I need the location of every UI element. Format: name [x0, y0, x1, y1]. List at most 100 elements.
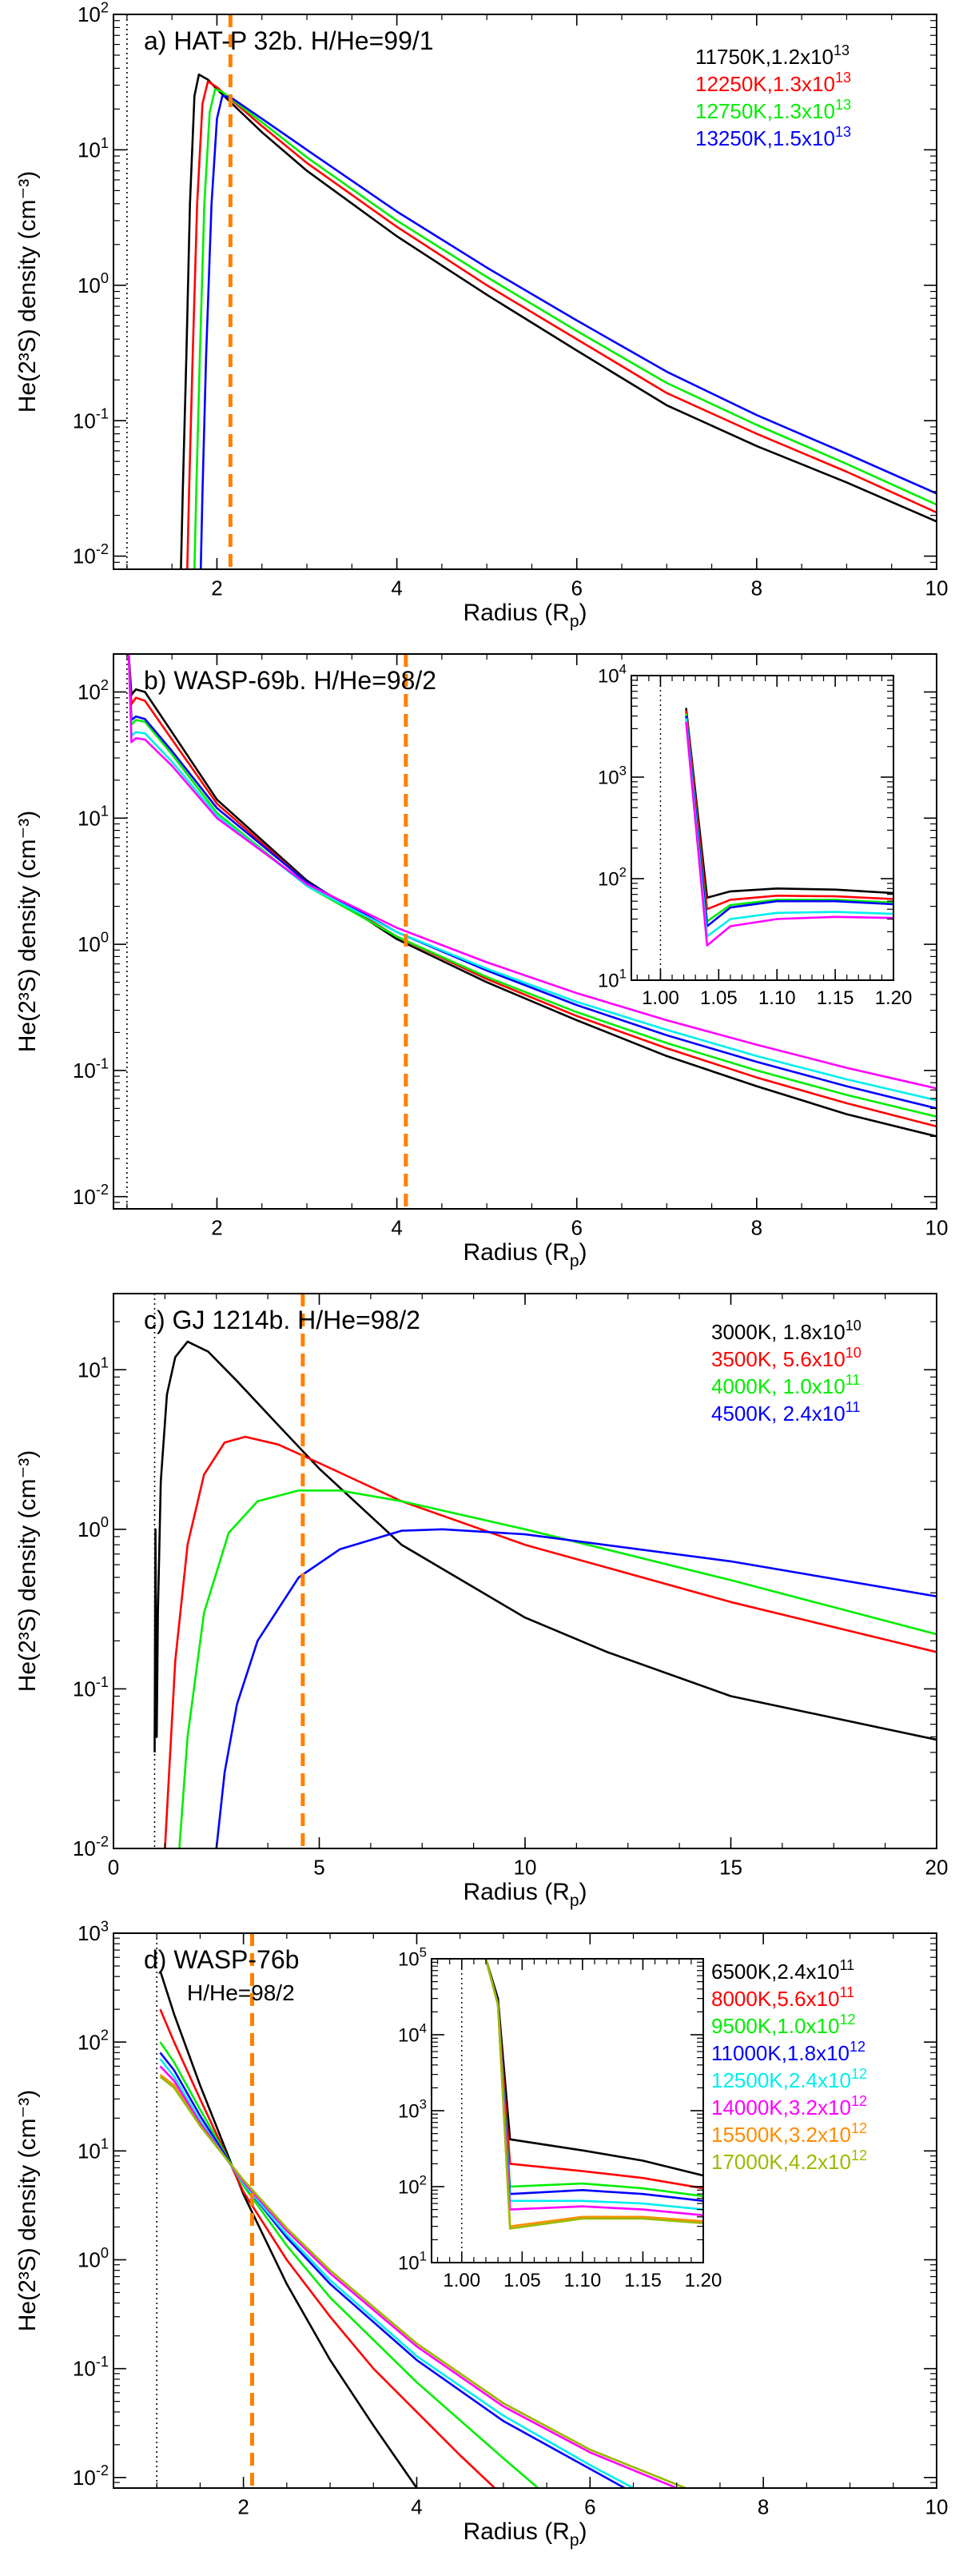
- y-tick-exponent: 2: [101, 0, 109, 15]
- y-tick-base: 10: [78, 273, 101, 297]
- legend-entry: 4000K, 1.0x1011: [711, 1372, 860, 1398]
- panel-series-4-line: [215, 1528, 937, 1848]
- inset-y-tick-label: 105: [398, 1945, 427, 1971]
- inset-x-tick-label: 1.05: [700, 987, 738, 1009]
- inset-y-tick-label: 104: [398, 2021, 427, 2047]
- y-tick-base: 10: [398, 1948, 420, 1970]
- panel-series-group: [127, 654, 937, 1138]
- legend-text: 4500K, 2.4x10: [711, 1402, 846, 1426]
- y-tick-base: 10: [398, 2024, 420, 2046]
- panel-x-tick-label: 2: [211, 1216, 222, 1240]
- panel-y-tick-label: 10-1: [73, 406, 109, 433]
- y-tick-exponent: -2: [96, 1833, 109, 1849]
- x-axis-label-main: Radius (R: [463, 2518, 569, 2545]
- legend-text: 12250K,1.3x10: [695, 72, 835, 96]
- panel-title-line2: H/He=98/2: [187, 1980, 295, 2005]
- panel-y-tick-label: 10-1: [73, 1055, 109, 1083]
- legend-entry: 12500K,2.4x1012: [711, 2066, 867, 2092]
- inset-x-tick-label: 1.15: [817, 987, 854, 1009]
- panel-series-6-line: [127, 654, 937, 1090]
- legend-exponent: 12: [851, 2093, 867, 2109]
- panel-y-tick-label: 101: [78, 2136, 109, 2163]
- y-tick-exponent: -2: [96, 1182, 109, 1198]
- y-axis-label: He(2³S) density (cm⁻³): [14, 1450, 41, 1693]
- y-tick-exponent: -1: [96, 1055, 109, 1071]
- y-tick-exponent: -1: [96, 1674, 109, 1690]
- panel-y-tick-label: 103: [78, 1918, 109, 1945]
- panel-x-tick-label: 10: [925, 1216, 949, 1240]
- panel-frame: [113, 14, 937, 570]
- y-tick-exponent: 5: [420, 1945, 427, 1960]
- panel-series-4-line: [159, 2052, 626, 2488]
- panel-y-tick-label: 100: [78, 1514, 109, 1541]
- legend-text: 3500K, 5.6x10: [711, 1347, 846, 1371]
- y-tick-exponent: 1: [101, 135, 109, 151]
- panel-y-tick-label: 10-2: [73, 1833, 109, 1860]
- y-axis-label: He(2³S) density (cm⁻³): [14, 811, 41, 1053]
- x-axis-label-main: Radius (R: [463, 1879, 569, 1905]
- panel-y-tick-label: 102: [78, 2028, 109, 2055]
- legend-entry: 12750K,1.3x1013: [695, 97, 851, 123]
- x-axis-label: Radius (Rp): [463, 1879, 587, 1910]
- y-tick-exponent: -1: [96, 2354, 109, 2370]
- y-tick-exponent: 1: [101, 1355, 109, 1371]
- panel-y-tick-label: 10-2: [73, 1182, 109, 1209]
- panel-series-2-line: [186, 80, 937, 569]
- panel-series-3-line: [127, 654, 937, 1118]
- panel-series-3-line: [178, 1489, 937, 1848]
- inset-x-tick-label: 1.20: [685, 2270, 722, 2291]
- panel-x-tick-label: 6: [571, 576, 582, 600]
- y-tick-base: 10: [398, 2176, 420, 2198]
- x-axis-label-main: Radius (R: [463, 600, 569, 626]
- inset-x-tick-label: 1.10: [758, 987, 796, 1009]
- panel-y-tick-label: 102: [78, 0, 109, 26]
- inset-series-1-line: [685, 708, 893, 899]
- y-tick-base: 10: [78, 932, 101, 956]
- panel-y-tick-label: 10-1: [73, 1674, 109, 1701]
- panel-x-tick-label: 20: [925, 1856, 949, 1880]
- y-tick-exponent: 2: [619, 865, 627, 880]
- legend-entry: 3500K, 5.6x1010: [711, 1345, 862, 1371]
- y-tick-base: 10: [73, 2466, 96, 2490]
- x-axis-label-close: ): [579, 1239, 587, 1266]
- y-axis-label: He(2³S) density (cm⁻³): [14, 2090, 41, 2332]
- panel-series-2-line: [164, 1435, 937, 1848]
- panel-series-1-line: [180, 73, 937, 569]
- y-tick-base: 10: [598, 665, 619, 687]
- y-tick-base: 10: [78, 138, 101, 161]
- panel-x-tick-label: 0: [108, 1856, 119, 1880]
- legend-exponent: 10: [846, 1345, 862, 1361]
- x-axis-label-main: Radius (R: [463, 1239, 569, 1266]
- x-axis-label-close: ): [579, 1879, 587, 1905]
- panel-x-tick-label: 2: [237, 2495, 249, 2519]
- y-tick-base: 10: [78, 2139, 101, 2163]
- legend-exponent: 13: [835, 124, 851, 140]
- panel-x-tick-label: 4: [391, 576, 402, 600]
- y-tick-base: 10: [398, 2252, 420, 2274]
- legend-exponent: 12: [851, 2066, 867, 2082]
- panel-x-tick-label: 4: [411, 2495, 422, 2519]
- legend-entry: 12250K,1.3x1013: [695, 70, 851, 96]
- inset-series-2-line: [685, 710, 893, 911]
- inset-y-tick-label: 102: [598, 865, 627, 891]
- panel-title: c) GJ 1214b. H/He=98/2: [144, 1306, 420, 1334]
- legend-text: 12500K,2.4x10: [711, 2068, 851, 2092]
- panel-x-tick-label: 8: [758, 2495, 769, 2519]
- y-tick-exponent: -2: [96, 2462, 109, 2478]
- y-tick-exponent: 3: [420, 2097, 427, 2112]
- inset-series-8-line: [484, 1959, 703, 2230]
- legend-exponent: 12: [851, 2147, 867, 2163]
- legend-exponent: 10: [846, 1318, 862, 1334]
- x-axis-label: Radius (Rp): [463, 2518, 587, 2550]
- legend-entry: 15500K,3.2x1012: [711, 2120, 867, 2147]
- panel-series-5-line: [159, 2058, 635, 2488]
- y-tick-base: 10: [598, 868, 619, 890]
- legend-exponent: 12: [850, 2039, 865, 2055]
- legend-text: 14000K,3.2x10: [711, 2095, 851, 2119]
- y-tick-exponent: 2: [101, 2028, 109, 2044]
- y-tick-base: 10: [78, 2, 101, 26]
- panel-y-tick-label: 100: [78, 270, 109, 297]
